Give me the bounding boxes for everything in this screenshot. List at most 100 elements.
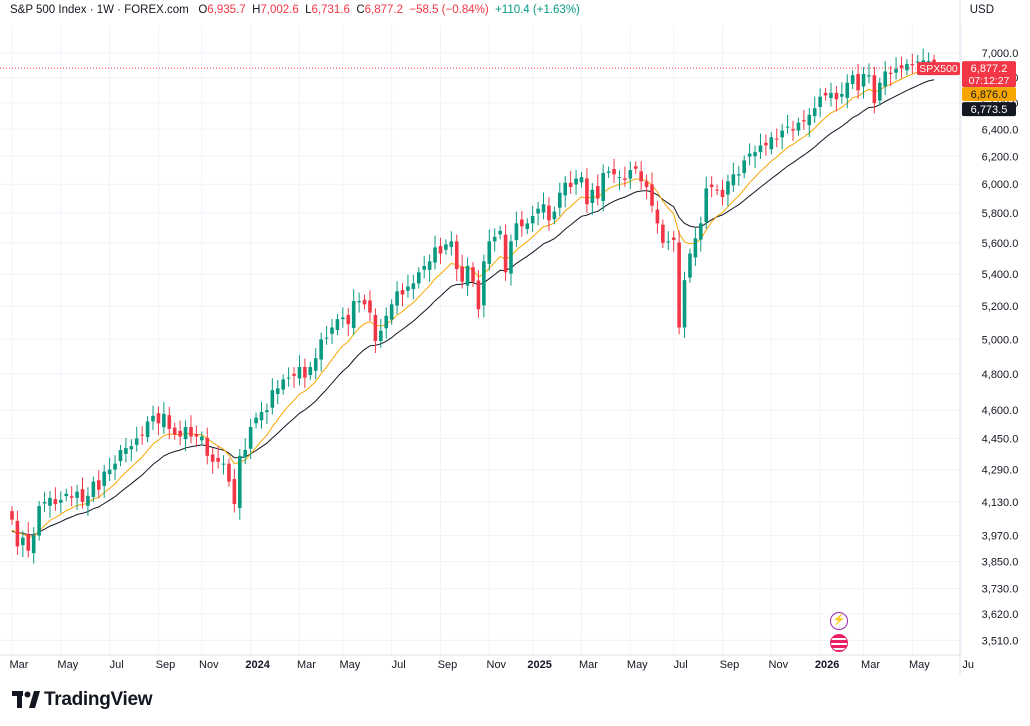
x-tick-label: Sep xyxy=(720,659,740,671)
candle-body xyxy=(129,446,134,450)
ema-fast-label: 6,876.0 xyxy=(971,89,1008,101)
lightning-icon[interactable]: ⚡ xyxy=(830,612,848,630)
candle-body xyxy=(102,471,107,486)
candle-body xyxy=(709,184,714,188)
candle-body xyxy=(595,186,600,199)
legend-close-label: C xyxy=(356,4,365,16)
candle-body xyxy=(275,388,280,394)
candle-body xyxy=(476,280,481,310)
candle-body xyxy=(210,454,215,462)
y-tick-label: 6,000.0 xyxy=(982,179,1019,191)
y-tick-label: 3,510.0 xyxy=(982,635,1019,647)
candle-body xyxy=(167,415,172,429)
candle-body xyxy=(574,178,578,185)
x-tick-label: May xyxy=(339,659,360,671)
candle-body xyxy=(59,499,63,503)
candle-body xyxy=(628,170,633,179)
candle-body xyxy=(444,244,448,250)
candle-body xyxy=(270,390,275,408)
candle-body xyxy=(194,433,199,437)
candle-body xyxy=(758,145,763,153)
candle-body xyxy=(53,499,58,505)
candle-body xyxy=(915,61,920,63)
candle-body xyxy=(699,223,703,240)
candle-body xyxy=(731,174,736,186)
candle-body xyxy=(872,75,877,104)
candle-body xyxy=(601,172,605,202)
candle-body xyxy=(21,537,25,546)
candle-body xyxy=(791,129,795,131)
candle-body xyxy=(742,160,747,174)
candle-body xyxy=(10,511,14,520)
y-tick-label: 7,000.0 xyxy=(982,48,1019,60)
x-tick-label: Jul xyxy=(392,659,406,671)
candle-body xyxy=(552,211,557,220)
candle-body xyxy=(563,182,568,196)
candle-body xyxy=(330,327,334,334)
x-tick-label: May xyxy=(57,659,78,671)
candle-body xyxy=(579,177,584,183)
currency-label[interactable]: USD xyxy=(969,4,994,16)
candle-body xyxy=(438,246,443,254)
candle-body xyxy=(503,234,508,273)
x-tick-label: Ju xyxy=(962,659,974,671)
y-tick-label: 5,200.0 xyxy=(982,301,1019,313)
candle-body xyxy=(237,455,242,508)
candle-body xyxy=(834,92,839,100)
ema-slow-badge xyxy=(962,102,1016,117)
symbol-badge xyxy=(917,62,960,76)
candle-body xyxy=(265,410,269,413)
candle-body xyxy=(650,184,654,206)
us-flag-icon[interactable] xyxy=(830,634,848,652)
x-tick-label: May xyxy=(909,659,930,671)
candle-body xyxy=(124,448,128,454)
y-tick-label: 4,290.0 xyxy=(982,465,1019,477)
candle-body xyxy=(286,377,291,379)
candle-body xyxy=(845,82,850,98)
candle-body xyxy=(639,171,643,182)
candle-body xyxy=(178,430,182,437)
candle-body xyxy=(633,166,638,169)
candle-body xyxy=(15,520,20,547)
candle-body xyxy=(346,314,351,325)
legend-change: −58.5 (−0.84%) xyxy=(409,4,489,16)
candle-body xyxy=(189,427,193,437)
candle-body xyxy=(75,491,79,498)
candle-body xyxy=(384,315,389,329)
candle-body xyxy=(400,290,405,295)
candle-body xyxy=(259,412,264,421)
candle-body xyxy=(704,188,709,223)
legend-symbol: S&P 500 Index · 1W · FOREX.com xyxy=(10,4,189,16)
candle-body xyxy=(69,496,74,498)
candle-body xyxy=(764,142,768,146)
y-tick-label: 4,450.0 xyxy=(982,433,1019,445)
tradingview-logo[interactable]: TradingView xyxy=(12,689,153,711)
candle-body xyxy=(319,339,323,360)
candle-body xyxy=(86,495,90,506)
candle-body xyxy=(856,73,860,91)
candle-body xyxy=(118,449,123,462)
ema-slow-label: 6,773.5 xyxy=(971,104,1008,116)
price-chart[interactable]: 3,510.0 3,620.0 3,730.0 3,850.0 3,970.0 4,130… xyxy=(0,0,1030,690)
ema-fast-badge xyxy=(962,87,1016,102)
candle-body xyxy=(422,265,427,270)
candle-body xyxy=(449,241,454,247)
candle-body xyxy=(715,189,719,191)
candle-body xyxy=(324,337,329,339)
candle-body xyxy=(91,481,96,498)
candle-body xyxy=(406,286,410,291)
candle-body xyxy=(96,480,101,490)
candle-body xyxy=(785,126,790,128)
x-tick-label: 2024 xyxy=(245,659,270,671)
candle-body xyxy=(172,427,177,435)
candle-body xyxy=(693,238,698,258)
ema-slow-line xyxy=(11,79,935,536)
candle-body xyxy=(682,280,687,328)
candle-body xyxy=(726,181,730,195)
candle-body xyxy=(644,181,649,188)
candle-body xyxy=(281,379,285,390)
candle-body xyxy=(509,241,513,274)
candle-body xyxy=(720,189,725,198)
candle-body xyxy=(482,261,486,306)
candle-body xyxy=(671,237,676,240)
